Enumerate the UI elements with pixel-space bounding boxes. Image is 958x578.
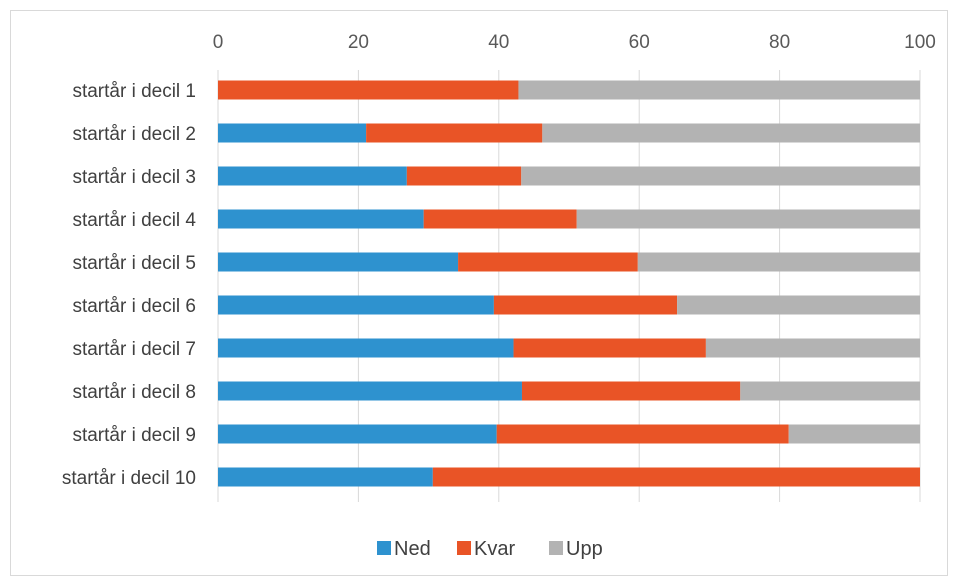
x-axis-ticks: 0 20 40 60 80 100 — [213, 32, 936, 53]
bar-upp-6 — [677, 295, 920, 315]
bar-kvar-7 — [513, 338, 706, 358]
x-tick-label: 0 — [213, 32, 224, 53]
bar-ned-5 — [218, 252, 459, 272]
bars — [218, 80, 920, 487]
x-tick-label: 100 — [904, 32, 936, 53]
bar-kvar-1 — [218, 80, 519, 100]
legend-label-kvar: Kvar — [474, 538, 515, 560]
bar-kvar-8 — [521, 381, 741, 401]
x-tick-label: 40 — [488, 32, 509, 53]
category-label: startår i decil 7 — [72, 339, 196, 360]
bar-kvar-4 — [423, 209, 577, 229]
bar-kvar-10 — [432, 467, 920, 487]
bar-kvar-3 — [406, 166, 522, 186]
bar-upp-8 — [740, 381, 920, 401]
category-label: startår i decil 8 — [72, 382, 196, 403]
bar-ned-8 — [218, 381, 522, 401]
bar-upp-1 — [518, 80, 920, 100]
category-label: startår i decil 6 — [72, 296, 196, 317]
category-label: startår i decil 2 — [72, 124, 196, 145]
bar-ned-6 — [218, 295, 494, 315]
bar-upp-4 — [576, 209, 920, 229]
bar-ned-4 — [218, 209, 424, 229]
category-label: startår i decil 10 — [62, 468, 196, 489]
legend-swatch-upp — [549, 541, 563, 555]
legend-label-ned: Ned — [394, 538, 431, 560]
bar-kvar-5 — [458, 252, 638, 272]
bar-upp-3 — [521, 166, 920, 186]
bar-ned-2 — [218, 123, 367, 143]
bar-upp-9 — [788, 424, 920, 444]
bar-ned-9 — [218, 424, 497, 444]
bar-upp-5 — [637, 252, 920, 272]
legend-swatch-ned — [377, 541, 391, 555]
bar-kvar-6 — [493, 295, 678, 315]
bar-kvar-2 — [366, 123, 543, 143]
category-label: startår i decil 1 — [72, 81, 196, 102]
bar-ned-3 — [218, 166, 407, 186]
bar-upp-7 — [705, 338, 920, 358]
x-tick-label: 20 — [348, 32, 369, 53]
legend-swatch-kvar — [457, 541, 471, 555]
bar-upp-2 — [542, 123, 920, 143]
x-tick-label: 60 — [629, 32, 650, 53]
category-label: startår i decil 5 — [72, 253, 196, 274]
legend-label-upp: Upp — [566, 538, 603, 560]
category-label: startår i decil 9 — [72, 425, 196, 446]
bar-ned-7 — [218, 338, 514, 358]
category-label: startår i decil 3 — [72, 167, 196, 188]
category-label: startår i decil 4 — [72, 210, 196, 231]
legend: Ned Kvar Upp — [377, 538, 603, 560]
x-tick-label: 80 — [769, 32, 790, 53]
bar-ned-10 — [218, 467, 433, 487]
bar-kvar-9 — [496, 424, 789, 444]
category-labels: startår i decil 1 startår i decil 2 startå… — [62, 81, 197, 489]
